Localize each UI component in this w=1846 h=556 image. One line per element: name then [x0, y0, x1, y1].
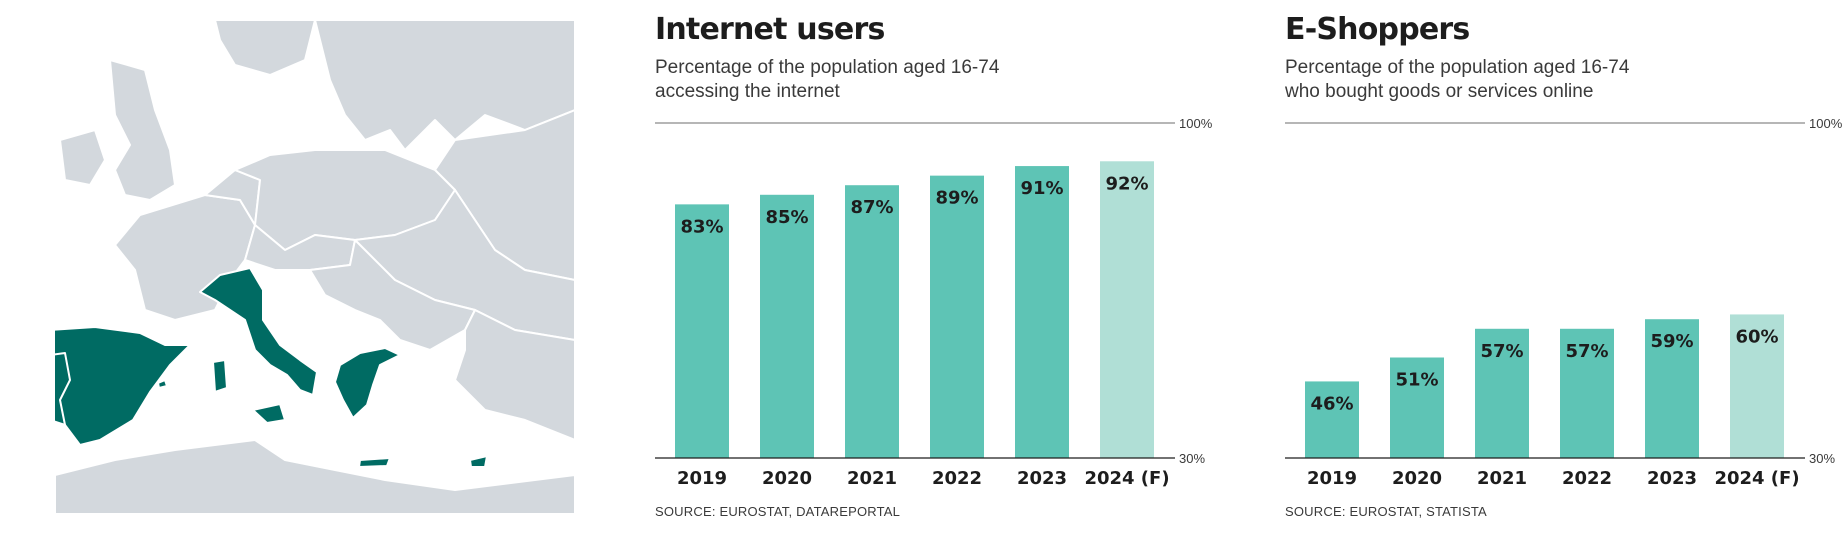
e-shoppers-chart: E-Shoppers Percentage of the population … [1285, 12, 1843, 519]
map-island-sicily [252, 403, 286, 424]
chart-source: SOURCE: EUROSTAT, DATAREPORTAL [655, 504, 901, 519]
x-tick-label: 2020 [762, 468, 812, 489]
bar-value-label: 89% [935, 188, 978, 209]
y-axis-top-label: 100% [1809, 116, 1843, 131]
internet-users-chart: Internet users Percentage of the populat… [655, 12, 1213, 519]
y-axis-top-label: 100% [1179, 116, 1213, 131]
bar-value-label: 85% [765, 207, 808, 228]
chart-title: E-Shoppers [1285, 12, 1470, 47]
y-axis-bottom-label: 30% [1809, 451, 1835, 466]
bar-2021 [1475, 328, 1529, 458]
x-tick-label: 2019 [1307, 468, 1357, 489]
bar-2024-F [1100, 161, 1154, 459]
bar-value-label: 87% [850, 197, 893, 218]
map-country-portugal [55, 352, 71, 426]
bar-2022 [930, 175, 984, 458]
map-land [55, 20, 575, 514]
chart-subtitle-line: who bought goods or services online [1285, 81, 1594, 102]
bar-2019 [675, 204, 729, 458]
chart-subtitle-line: Percentage of the population aged 16-74 [1285, 57, 1630, 78]
map-island-balearic [157, 379, 168, 389]
x-tick-label: 2021 [1477, 468, 1527, 489]
europe-map [55, 20, 575, 514]
x-tick-label: 2020 [1392, 468, 1442, 489]
bar-value-label: 91% [1020, 178, 1063, 199]
bar-2021 [845, 185, 899, 458]
bar-2024-F [1730, 314, 1784, 458]
bar-value-label: 51% [1395, 370, 1438, 391]
map-country-italy [199, 267, 318, 396]
bar-value-label: 57% [1480, 341, 1523, 362]
x-tick-label: 2019 [677, 468, 727, 489]
bar-2023 [1015, 166, 1069, 459]
bar-value-label: 59% [1650, 331, 1693, 352]
bar-value-label: 60% [1735, 326, 1778, 347]
bar-2022 [1560, 328, 1614, 458]
chart-subtitle-line: Percentage of the population aged 16-74 [655, 57, 1000, 78]
bar-2023 [1645, 319, 1699, 458]
chart-subtitle-line: accessing the internet [655, 81, 840, 102]
x-tick-label: 2023 [1017, 468, 1067, 489]
bar-value-label: 92% [1105, 173, 1148, 194]
x-tick-label: 2024 (F) [1714, 468, 1799, 489]
bar-value-label: 83% [680, 216, 723, 237]
y-axis-bottom-label: 30% [1179, 451, 1205, 466]
chart-title: Internet users [655, 12, 885, 47]
chart-source: SOURCE: EUROSTAT, STATISTA [1285, 504, 1487, 519]
map-island-sardinia [212, 359, 228, 393]
x-tick-label: 2024 (F) [1084, 468, 1169, 489]
chart-subtitle: Percentage of the population aged 16-74 … [1285, 56, 1705, 104]
chart-plot: 100% 83% 2019 85% 2020 87% 2021 89% 2022 91% 2023 9… [655, 116, 1213, 489]
bar-2020 [760, 194, 814, 459]
x-tick-label: 2023 [1647, 468, 1697, 489]
chart-plot: 100% 46% 2019 51% 2020 57% 2021 57% 2022 59% 2023 6… [1285, 116, 1843, 489]
chart-subtitle: Percentage of the population aged 16-74 … [655, 56, 1075, 104]
map-island-crete [358, 457, 391, 468]
map-country-greece [334, 347, 401, 419]
bar-value-label: 57% [1565, 341, 1608, 362]
x-tick-label: 2022 [932, 468, 982, 489]
x-tick-label: 2021 [847, 468, 897, 489]
map-island-cyprus [469, 455, 488, 468]
map-highlighted-countries [55, 267, 488, 468]
bar-2019 [1305, 381, 1359, 458]
bar-2020 [1390, 357, 1444, 458]
x-tick-label: 2022 [1562, 468, 1612, 489]
bar-value-label: 46% [1310, 393, 1353, 414]
